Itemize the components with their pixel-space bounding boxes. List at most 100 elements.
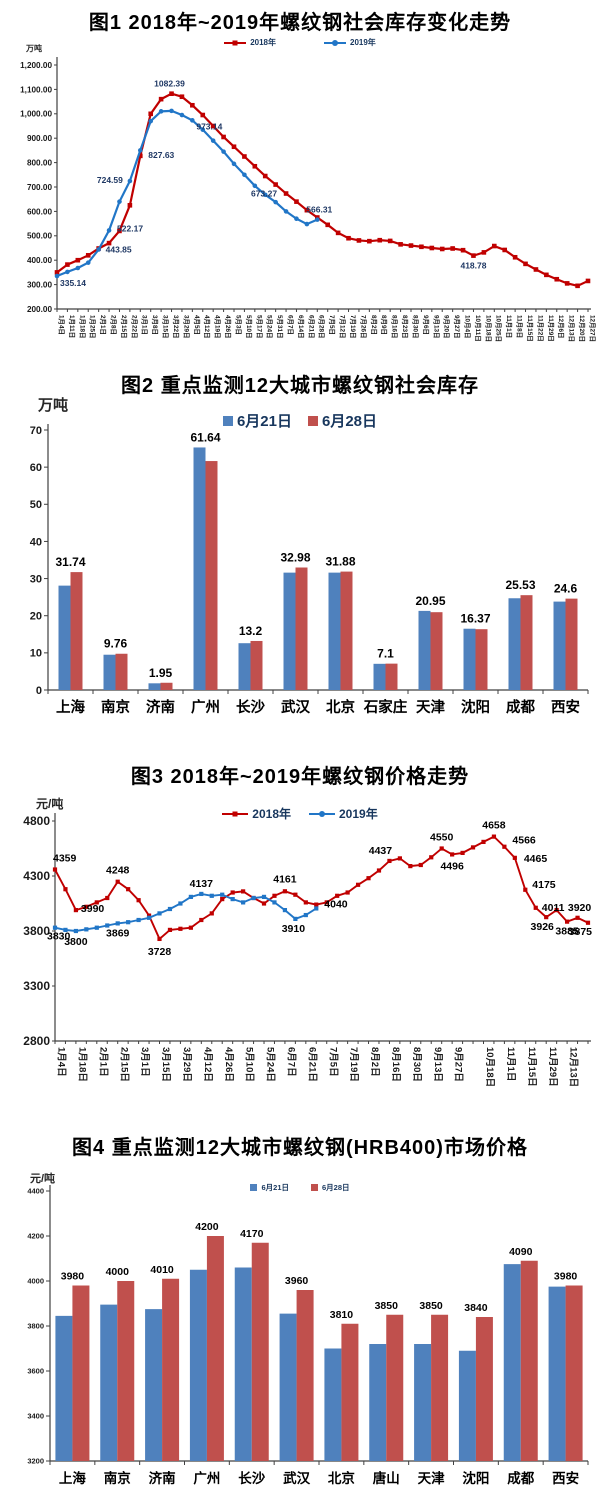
figure-4-title: 图4 重点监测12大城市螺纹钢(HRB400)市场价格	[72, 1137, 528, 1159]
svg-text:3400: 3400	[27, 1412, 44, 1421]
svg-text:4175: 4175	[532, 879, 556, 891]
svg-text:10: 10	[30, 648, 42, 660]
svg-text:4200: 4200	[195, 1221, 219, 1233]
svg-text:武汉: 武汉	[283, 1470, 310, 1486]
svg-text:1月18日: 1月18日	[78, 315, 86, 338]
svg-text:11月1日: 11月1日	[505, 315, 513, 338]
svg-text:3月29日: 3月29日	[182, 315, 190, 338]
svg-text:4137: 4137	[190, 878, 214, 890]
svg-text:7月19日: 7月19日	[349, 315, 357, 338]
svg-text:2月1日: 2月1日	[99, 315, 107, 335]
svg-text:3920: 3920	[568, 902, 592, 914]
svg-text:30: 30	[30, 573, 42, 585]
svg-text:11月8日: 11月8日	[516, 315, 524, 338]
svg-text:2月1日: 2月1日	[97, 1047, 108, 1077]
svg-text:3869: 3869	[106, 927, 130, 939]
svg-text:济南: 济南	[149, 1470, 176, 1486]
svg-text:沈阳: 沈阳	[462, 1470, 489, 1486]
svg-text:3885: 3885	[555, 926, 579, 938]
svg-text:335.14: 335.14	[60, 278, 86, 288]
svg-text:600.00: 600.00	[27, 207, 52, 216]
svg-text:北京: 北京	[328, 1470, 355, 1486]
svg-text:1,000.00: 1,000.00	[20, 110, 52, 119]
svg-text:3926: 3926	[531, 921, 555, 933]
svg-text:3月8日: 3月8日	[151, 315, 159, 335]
svg-text:4月19日: 4月19日	[214, 315, 222, 338]
svg-text:9月13日: 9月13日	[432, 1047, 443, 1082]
svg-text:4010: 4010	[150, 1264, 174, 1276]
svg-text:5月24日: 5月24日	[266, 315, 274, 338]
svg-text:9.76: 9.76	[104, 637, 128, 651]
svg-text:6月7日: 6月7日	[286, 315, 294, 335]
svg-text:2月8日: 2月8日	[109, 315, 117, 335]
svg-text:4月12日: 4月12日	[202, 1047, 213, 1082]
svg-text:沈阳: 沈阳	[461, 698, 490, 716]
svg-text:7月5日: 7月5日	[328, 315, 336, 335]
svg-text:4161: 4161	[273, 873, 297, 885]
svg-text:70: 70	[30, 425, 42, 437]
svg-text:西安: 西安	[552, 1470, 579, 1486]
svg-text:3月1日: 3月1日	[139, 1047, 150, 1077]
svg-text:4090: 4090	[509, 1246, 533, 1258]
svg-text:300.00: 300.00	[27, 280, 52, 289]
svg-text:2月22日: 2月22日	[130, 315, 138, 338]
svg-text:9月27日: 9月27日	[453, 315, 461, 338]
svg-text:1082.39: 1082.39	[154, 79, 185, 89]
svg-text:3810: 3810	[330, 1309, 354, 1321]
svg-text:3800: 3800	[23, 924, 50, 938]
svg-text:1月18日: 1月18日	[77, 1047, 88, 1082]
svg-text:12月6日: 12月6日	[557, 315, 565, 338]
svg-text:1月25日: 1月25日	[89, 315, 97, 338]
figure-2: 图2 重点监测12大城市螺纹钢社会库存 万吨 6月21日 6月28日 0 10 20…	[0, 357, 600, 752]
figure-4-plot: 3200 3400 3600 3800 4000 4200 4400 3980 上海 4000 南京…	[27, 1185, 589, 1486]
figure-3: 图3 2018年~2019年螺纹钢价格走势 元/吨 2018年 2019年 48…	[0, 752, 600, 1123]
svg-text:6月14日: 6月14日	[297, 315, 305, 338]
svg-text:400.00: 400.00	[27, 256, 52, 265]
svg-text:31.88: 31.88	[325, 555, 355, 569]
figure-4-y-axis-unit: 元/吨	[30, 1173, 56, 1185]
svg-text:4170: 4170	[240, 1228, 264, 1240]
svg-text:1月4日: 1月4日	[57, 315, 65, 335]
svg-text:10月4日: 10月4日	[463, 315, 471, 338]
svg-text:8月2日: 8月2日	[369, 1047, 380, 1077]
svg-text:500.00: 500.00	[27, 232, 52, 241]
svg-text:7月5日: 7月5日	[327, 1047, 338, 1077]
svg-text:13.2: 13.2	[239, 624, 263, 638]
svg-text:3910: 3910	[282, 923, 306, 935]
svg-text:4496: 4496	[440, 860, 464, 872]
svg-text:9月6日: 9月6日	[422, 315, 430, 335]
svg-text:2800: 2800	[23, 1034, 50, 1048]
svg-text:6月21日: 6月21日	[307, 315, 315, 338]
svg-text:3月15日: 3月15日	[160, 1047, 171, 1082]
svg-text:3600: 3600	[27, 1367, 44, 1376]
svg-text:5月31日: 5月31日	[276, 315, 284, 338]
svg-text:4566: 4566	[512, 835, 536, 847]
svg-text:3850: 3850	[419, 1300, 443, 1312]
svg-text:900.00: 900.00	[27, 134, 52, 143]
svg-text:10月18日: 10月18日	[484, 315, 492, 342]
svg-text:4月26日: 4月26日	[223, 1047, 234, 1082]
svg-text:长沙: 长沙	[238, 1470, 265, 1486]
svg-text:2月15日: 2月15日	[118, 1047, 129, 1082]
svg-text:24.6: 24.6	[554, 582, 578, 596]
svg-text:8月30日: 8月30日	[411, 315, 419, 338]
svg-text:4月5日: 4月5日	[193, 315, 201, 335]
svg-text:827.63: 827.63	[148, 150, 174, 160]
svg-text:4248: 4248	[106, 865, 130, 877]
figure-2-chart-area: 万吨 6月21日 6月28日 0 10 20 30 40 50 60 70 31.74 上海 9.7…	[0, 397, 600, 738]
figure-1-chart-area: 万吨 2018年 2019年 1,200.00 1,100.00 1,000.00 9…	[0, 37, 600, 357]
svg-text:3980: 3980	[554, 1271, 578, 1283]
svg-text:7.1: 7.1	[377, 647, 394, 661]
figure-2-title: 图2 重点监测12大城市螺纹钢社会库存	[121, 375, 479, 397]
svg-text:3830: 3830	[47, 931, 71, 943]
svg-text:1月4日: 1月4日	[56, 1047, 67, 1077]
svg-text:16.37: 16.37	[460, 612, 490, 626]
svg-text:成都: 成都	[506, 698, 535, 716]
svg-text:3980: 3980	[61, 1271, 85, 1283]
svg-text:4011: 4011	[542, 902, 565, 914]
svg-text:4200: 4200	[27, 1232, 44, 1241]
svg-text:5月24日: 5月24日	[265, 1047, 276, 1082]
svg-text:12月13日: 12月13日	[568, 315, 576, 342]
svg-text:1.95: 1.95	[149, 666, 173, 680]
svg-text:北京: 北京	[326, 698, 355, 716]
